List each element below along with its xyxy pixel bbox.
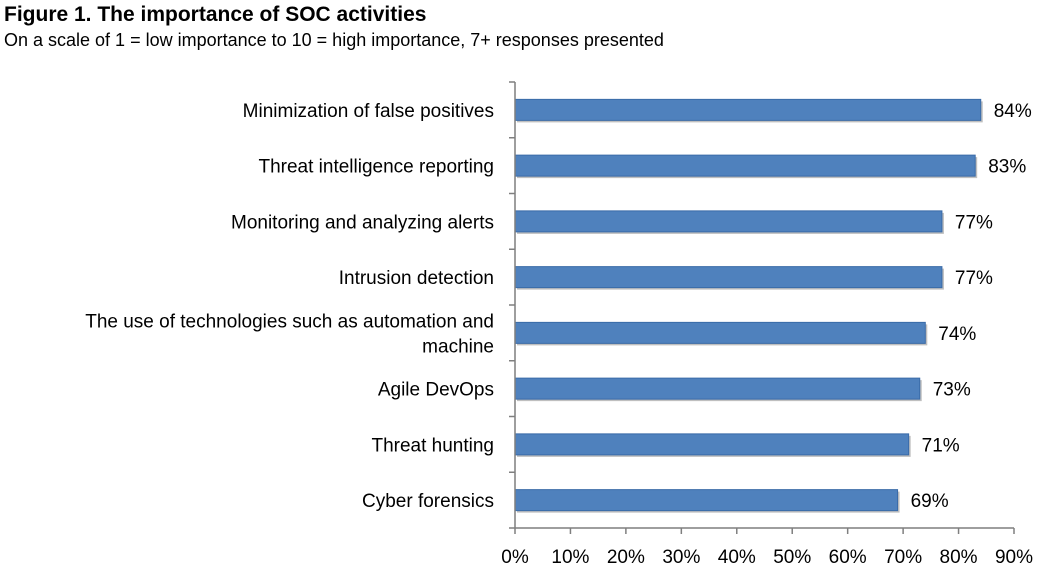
category-label: Minimization of false positives <box>243 101 494 122</box>
figure-subtitle: On a scale of 1 = low importance to 10 =… <box>4 30 664 50</box>
data-label: 77% <box>955 212 993 233</box>
x-tick-label: 30% <box>662 547 700 568</box>
x-tick-label: 60% <box>829 547 867 568</box>
category-label: Monitoring and analyzing alerts <box>231 212 494 233</box>
category-label: Threat hunting <box>371 435 494 456</box>
category-label: Agile DevOps <box>378 380 494 401</box>
x-tick-label: 0% <box>501 547 529 568</box>
category-label: machine <box>422 336 494 357</box>
category-label: Threat intelligence reporting <box>258 157 494 178</box>
category-label: The use of technologies such as automati… <box>85 311 494 332</box>
bar <box>514 377 921 400</box>
x-tick-label: 10% <box>551 547 589 568</box>
data-label: 83% <box>988 157 1026 178</box>
figure-title: Figure 1. The importance of SOC activiti… <box>4 3 427 26</box>
bar <box>514 266 943 289</box>
data-label: 71% <box>922 435 960 456</box>
bar <box>514 321 926 344</box>
data-label: 73% <box>933 380 971 401</box>
bar <box>514 433 910 456</box>
data-label: 69% <box>911 491 949 512</box>
bar <box>514 98 982 121</box>
x-tick-label: 90% <box>995 547 1033 568</box>
bar <box>514 154 976 177</box>
x-tick-label: 70% <box>884 547 922 568</box>
category-label: Intrusion detection <box>339 268 494 289</box>
data-label: 74% <box>938 324 976 345</box>
category-label: Cyber forensics <box>362 491 494 512</box>
bar <box>514 489 899 512</box>
x-tick-label: 80% <box>940 547 978 568</box>
x-tick-label: 40% <box>718 547 756 568</box>
x-tick-label: 50% <box>773 547 811 568</box>
data-label: 77% <box>955 268 993 289</box>
data-label: 84% <box>994 101 1032 122</box>
x-tick-label: 20% <box>607 547 645 568</box>
bar <box>514 210 943 233</box>
